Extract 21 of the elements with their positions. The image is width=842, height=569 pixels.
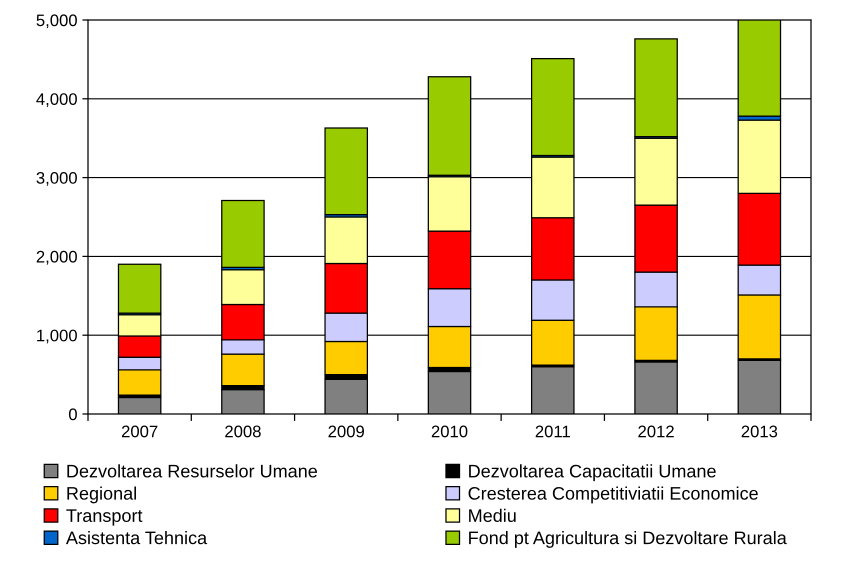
x-tick-label: 2010	[432, 426, 468, 438]
y-tick-label: 5,000	[36, 14, 77, 28]
x-tick-label: 2007	[122, 426, 158, 438]
legend-label: Cresterea Competitiviatii Economice	[468, 486, 758, 504]
legend-label: Asistenta Tehnica	[66, 530, 208, 544]
y-tick-label: 3,000	[36, 172, 77, 186]
legend-label: Transport	[66, 509, 142, 526]
legend-label: Dezvoltarea Resurselor Umane	[67, 464, 317, 478]
y-tick-label: 1,000	[37, 330, 77, 344]
x-tick-label: 2009	[328, 426, 364, 438]
y-tick-label: 2,000	[36, 250, 77, 265]
x-tick-label: 2008	[225, 426, 261, 438]
x-tick-label: 2012	[638, 426, 674, 438]
legend-label: Mediu	[469, 508, 516, 522]
y-tick-label: 0	[68, 408, 77, 420]
y-tick-label: 4,000	[36, 93, 77, 107]
legend-label: Regional	[67, 486, 136, 504]
legend-label: Fond pt Agricultura si Dezvoltare Rurala	[469, 530, 787, 548]
x-tick-label: 2013	[742, 426, 778, 438]
legend-label: Dezvoltarea Capacitatii Umane	[469, 464, 716, 482]
x-tick-label: 2011	[536, 426, 570, 438]
